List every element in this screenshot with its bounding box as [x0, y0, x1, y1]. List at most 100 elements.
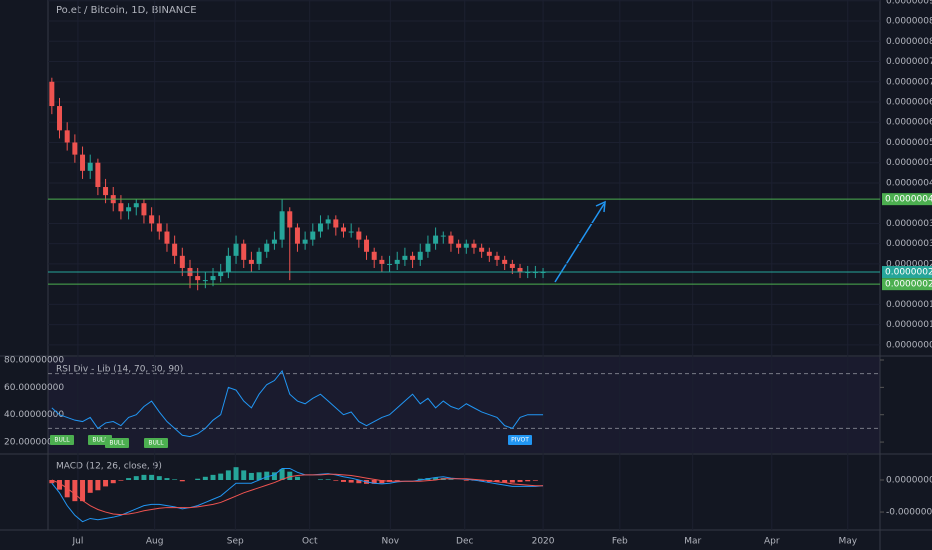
candle-body	[126, 207, 132, 212]
x-tick-label: Nov	[382, 537, 400, 547]
histogram-bar	[110, 480, 116, 484]
histogram-bar	[241, 470, 247, 480]
candle-body	[517, 267, 523, 273]
level-label: 0.00000041	[885, 195, 932, 205]
candle-body	[509, 263, 515, 268]
histogram-bar	[463, 480, 469, 481]
histogram-bar	[532, 480, 538, 481]
y-tick-label: 40.00000000	[4, 410, 64, 420]
candle-body	[57, 106, 63, 131]
candle-body	[356, 231, 362, 240]
level-label-bg	[882, 278, 932, 291]
y-tick-label: 0.00000075	[886, 57, 932, 67]
histogram-bar	[317, 479, 323, 480]
candle-body	[172, 243, 178, 256]
candle-body	[410, 255, 416, 260]
histogram-bar	[379, 480, 385, 484]
candle-body	[195, 276, 201, 281]
y-tick-label: 0.00000055	[886, 138, 932, 148]
x-tick-label: Sep	[227, 537, 244, 547]
candle-body	[294, 227, 300, 244]
signal-line	[51, 473, 544, 516]
annotation: BULL	[148, 440, 164, 447]
histogram-bar	[149, 474, 155, 480]
histogram-bar	[517, 480, 523, 482]
histogram-bar	[494, 480, 500, 482]
candle-body	[348, 231, 354, 233]
candle-body	[256, 251, 262, 264]
histogram-bar	[202, 476, 208, 480]
histogram-bar	[294, 476, 300, 480]
y-tick-label: 0.00000065	[886, 98, 932, 108]
y-tick-label: 0.00000000	[886, 476, 932, 486]
histogram-bar	[133, 476, 139, 480]
x-tick-label: Apr	[764, 537, 780, 547]
histogram-bar	[118, 480, 124, 481]
histogram-bar	[256, 472, 262, 480]
candle-body	[179, 255, 185, 268]
candle-body	[379, 259, 385, 264]
candle-body	[433, 235, 439, 244]
candle-body	[218, 272, 224, 277]
candle-body	[64, 130, 70, 143]
rsi-title: RSI Div - Lib (14, 70, 30, 90)	[56, 365, 183, 375]
annotation-bg	[50, 435, 74, 445]
annotation: BULL	[92, 437, 108, 444]
y-tick-label: 0.00000015	[886, 300, 932, 310]
histogram-bar	[49, 480, 55, 484]
histogram-bar	[72, 480, 78, 502]
x-tick-label: 2020	[532, 537, 555, 547]
candle-body	[72, 142, 78, 155]
candle-body	[149, 215, 155, 224]
annotation: BULL	[54, 437, 70, 444]
candle-body	[287, 211, 293, 228]
level-label-bg	[882, 193, 932, 206]
candle-body	[141, 203, 147, 216]
y-tick-label: -0.00000005	[886, 508, 932, 518]
histogram-bar	[333, 480, 339, 481]
candle-body	[156, 223, 162, 232]
level-label: 0.00000023	[885, 268, 932, 278]
candle-body	[448, 235, 454, 244]
y-tick-label: 0.00000085	[886, 17, 932, 27]
y-tick-label: 0.00000025	[886, 259, 932, 269]
candle-body	[95, 162, 101, 188]
histogram-bar	[126, 478, 132, 480]
histogram-bar	[103, 480, 109, 487]
candle-body	[417, 251, 423, 260]
candle-body	[202, 280, 208, 282]
candle-body	[248, 259, 254, 264]
histogram-bar	[287, 471, 293, 480]
histogram-bar	[279, 469, 285, 480]
histogram-bar	[348, 480, 354, 483]
candle-body	[49, 81, 55, 107]
arrow-head	[595, 200, 606, 213]
candle-body	[103, 187, 109, 196]
histogram-bar	[172, 479, 178, 480]
histogram-bar	[164, 478, 170, 480]
y-tick-label: 0.00000045	[886, 178, 932, 188]
candle-body	[425, 243, 431, 252]
histogram-bar	[371, 480, 377, 484]
candle-body	[394, 259, 400, 264]
candle-body	[402, 255, 408, 260]
candle-body	[364, 239, 370, 252]
candle-body	[387, 263, 393, 265]
histogram-bar	[394, 480, 400, 481]
candle-body	[463, 243, 469, 248]
histogram-bar	[156, 476, 162, 480]
annotation-bg	[144, 438, 168, 448]
macd-title: MACD (12, 26, close, 9)	[56, 462, 162, 472]
candle-body	[310, 231, 316, 240]
arrow	[554, 203, 605, 283]
annotation-bg	[508, 435, 532, 445]
histogram-bar	[341, 480, 346, 482]
candle-body	[486, 251, 492, 256]
